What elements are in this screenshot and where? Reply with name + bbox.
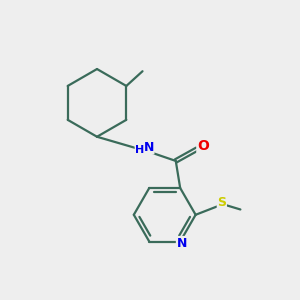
- Text: N: N: [143, 141, 154, 154]
- Text: N: N: [176, 236, 187, 250]
- Text: S: S: [217, 196, 226, 209]
- Text: O: O: [197, 139, 209, 153]
- Text: H: H: [135, 145, 145, 155]
